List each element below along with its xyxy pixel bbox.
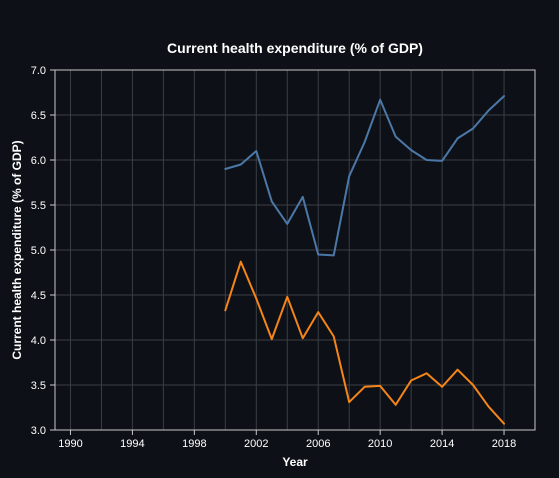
y-tick-label: 7.0 [31,65,46,77]
series-line-2 [224,260,506,425]
y-tick-label: 4.5 [31,290,46,302]
grid [55,69,535,431]
y-tick-label: 3.0 [31,425,46,437]
x-tick-label: 2014 [430,438,454,450]
chart-title: Current health expenditure (% of GDP) [167,40,423,56]
x-tick-label: 2002 [244,438,268,450]
x-axis-label: Year [282,455,308,469]
axis-ticks: 1990 1994 1998 2002 2006 2010 2014 2018 3.0 3.5 4.… [31,65,517,450]
series-group [224,95,506,425]
series-line-1 [224,95,506,257]
y-tick-label: 6.5 [31,110,46,122]
y-tick-label: 4.0 [31,335,46,347]
y-tick-label: 3.5 [31,380,46,392]
x-tick-label: 2018 [492,438,516,450]
y-tick-label: 5.0 [31,245,46,257]
x-tick-label: 1998 [182,438,206,450]
y-tick-label: 5.5 [31,200,46,212]
x-tick-label: 1994 [120,438,144,450]
x-tick-label: 1990 [58,438,82,450]
y-axis-label: Current health expenditure (% of GDP) [10,140,24,359]
x-tick-label: 2006 [306,438,330,450]
y-tick-label: 6.0 [31,155,46,167]
x-tick-label: 2010 [368,438,392,450]
